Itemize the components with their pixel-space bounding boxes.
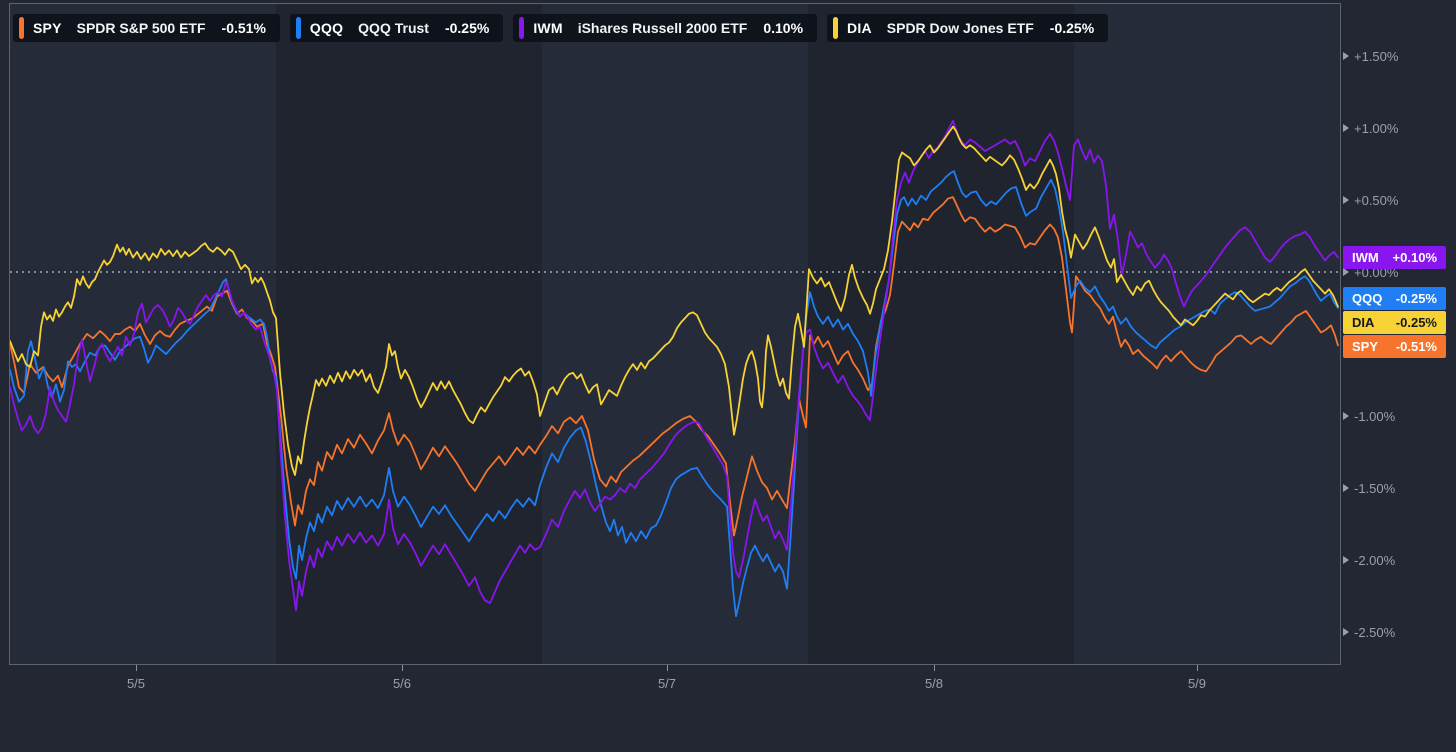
y-axis-label: -1.00% [1354, 408, 1396, 424]
axis-arrow-icon [1343, 52, 1349, 60]
legend-item-qqq[interactable]: QQQ QQQ Trust -0.25% [289, 14, 504, 42]
x-axis-tickmark [1197, 665, 1198, 671]
y-axis-tick: -2.50% [1341, 624, 1395, 640]
legend-name: iShares Russell 2000 ETF [577, 20, 748, 36]
x-axis-tickmark [667, 665, 668, 671]
legend-item-iwm[interactable]: IWM iShares Russell 2000 ETF 0.10% [513, 14, 818, 42]
price-label-ticker: IWM [1352, 250, 1379, 265]
price-label-value: -0.25% [1395, 291, 1437, 306]
price-label-ticker: QQQ [1352, 291, 1383, 306]
legend-name: QQQ Trust [358, 20, 429, 36]
axis-arrow-icon [1343, 412, 1349, 420]
price-label-dia: DIA -0.25% [1343, 311, 1446, 334]
price-label-value: -0.51% [1395, 339, 1437, 354]
y-axis-label: -2.50% [1354, 624, 1396, 640]
legend-change-value: -0.25% [1049, 20, 1095, 36]
y-axis-label: +1.50% [1354, 48, 1399, 64]
axis-arrow-icon [1343, 268, 1349, 276]
x-axis-tickmark [136, 665, 137, 671]
y-axis-label: -2.00% [1354, 552, 1396, 568]
price-label-value: +0.10% [1392, 250, 1437, 265]
x-axis-tickmark [402, 665, 403, 671]
legend-ticker: IWM [533, 20, 563, 36]
price-label-ticker: SPY [1352, 339, 1379, 354]
legend-change-value: 0.10% [763, 20, 804, 36]
legend-item-spy[interactable]: SPY SPDR S&P 500 ETF -0.51% [13, 14, 280, 42]
legend-change-value: -0.25% [444, 20, 490, 36]
price-label-spy: SPY -0.51% [1343, 335, 1446, 358]
price-series-canvas[interactable] [10, 4, 1340, 664]
legend-color-bar-icon [519, 17, 525, 39]
y-axis-label: +1.00% [1354, 120, 1399, 136]
chart-plot-area[interactable] [9, 3, 1341, 665]
legend-name: SPDR Dow Jones ETF [886, 20, 1034, 36]
price-label-iwm: IWM +0.10% [1343, 246, 1446, 269]
x-axis-label: 5/8 [924, 676, 944, 691]
legend-ticker: SPY [33, 20, 62, 36]
y-axis-tick: -1.00% [1341, 408, 1395, 424]
x-axis-tickmark [934, 665, 935, 671]
legend-change-value: -0.51% [221, 20, 266, 36]
y-axis-tick: -2.00% [1341, 552, 1395, 568]
y-axis-label: +0.50% [1354, 192, 1399, 208]
price-label-ticker: DIA [1352, 315, 1375, 330]
legend-color-bar-icon [19, 17, 24, 39]
y-axis-tick: -1.50% [1341, 480, 1395, 496]
x-axis-label: 5/7 [657, 676, 677, 691]
x-axis-label: 5/5 [126, 676, 146, 691]
legend-color-bar-icon [295, 17, 301, 39]
y-axis-tick: +0.50% [1341, 192, 1398, 208]
axis-arrow-icon [1343, 484, 1349, 492]
legend-ticker: DIA [847, 20, 872, 36]
x-axis-label: 5/9 [1187, 676, 1207, 691]
time-axis[interactable]: 5/5 5/6 5/7 5/8 5/9 [0, 665, 1456, 752]
axis-arrow-icon [1343, 628, 1349, 636]
legend-bar: SPY SPDR S&P 500 ETF -0.51% QQQ QQQ Trust -0.… [13, 14, 1109, 42]
y-axis-label: -1.50% [1354, 480, 1396, 496]
axis-arrow-icon [1343, 556, 1349, 564]
price-label-qqq: QQQ -0.25% [1343, 287, 1446, 310]
axis-arrow-icon [1343, 196, 1349, 204]
x-axis-label: 5/6 [392, 676, 412, 691]
legend-color-bar-icon [833, 17, 839, 39]
y-axis-tick: +1.00% [1341, 120, 1398, 136]
legend-item-dia[interactable]: DIA SPDR Dow Jones ETF -0.25% [827, 14, 1109, 42]
price-label-value: -0.25% [1395, 315, 1437, 330]
y-axis-tick: +1.50% [1341, 48, 1398, 64]
legend-name: SPDR S&P 500 ETF [76, 20, 206, 36]
percent-axis[interactable]: +1.50%+1.00%+0.50%+0.00%-0.50%-1.00%-1.5… [1341, 0, 1456, 752]
axis-arrow-icon [1343, 124, 1349, 132]
legend-ticker: QQQ [309, 20, 344, 36]
